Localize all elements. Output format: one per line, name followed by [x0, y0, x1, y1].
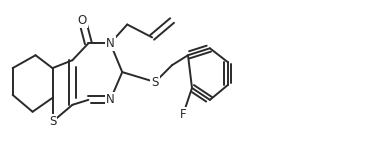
Text: S: S	[152, 76, 159, 88]
Text: S: S	[49, 115, 56, 128]
Text: N: N	[106, 37, 115, 50]
Text: F: F	[180, 108, 186, 121]
Text: O: O	[78, 14, 87, 27]
Text: N: N	[106, 93, 115, 106]
